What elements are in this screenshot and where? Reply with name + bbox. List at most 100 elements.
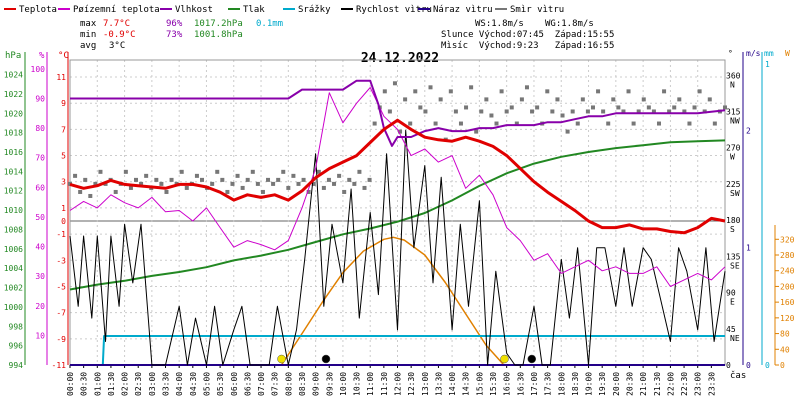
wind-direction-mark: [433, 121, 438, 126]
wind-direction-mark: [413, 89, 418, 94]
wind-direction-mark: [555, 97, 560, 102]
wind-direction-mark: [291, 173, 296, 178]
axis-time-tick: 17:00: [530, 372, 539, 396]
axis-hpa-tick: 1004: [4, 264, 23, 273]
wind-direction-mark: [337, 173, 342, 178]
axis-pct-tick: 60: [35, 183, 45, 192]
axis-w-tick: 280: [780, 251, 795, 260]
wind-direction-mark: [98, 169, 103, 174]
axis-time-tick: 13:00: [421, 372, 430, 396]
wind-direction-mark: [362, 185, 367, 190]
wind-direction-mark: [387, 109, 392, 114]
axis-hpa-tick: 1018: [4, 129, 23, 138]
wind-direction-mark: [697, 89, 702, 94]
wind-direction-mark: [601, 109, 606, 114]
info-block: WS:1.8m/s WG:1.8m/s Slunce Východ:07:45 …: [441, 19, 614, 51]
wind-direction-mark: [530, 109, 535, 114]
axis-pct-title: %: [39, 51, 45, 61]
axis-dir-tick: 225: [726, 180, 741, 189]
axis-hpa-tick: 998: [9, 322, 24, 331]
stat-min-label: min: [80, 30, 96, 40]
axis-time-tick: 02:30: [134, 372, 143, 396]
axis-dir-compass: NW: [730, 116, 740, 125]
axis-deg-tick: 9: [61, 99, 66, 108]
axis-hpa-tick: 1016: [4, 148, 23, 157]
wind-direction-mark: [240, 185, 245, 190]
axis-deg-tick: -5: [56, 282, 66, 291]
axis-deg-tick: 5: [61, 152, 66, 161]
axis-mm-tick: 0: [765, 361, 770, 370]
axis-time-tick: 18:00: [557, 372, 566, 396]
marker-sunrise: [277, 354, 286, 364]
wind-direction-mark: [382, 89, 387, 94]
info-moon: Mìsíc Východ:9:23 Západ:16:55: [441, 41, 614, 51]
axis-pct-tick: 70: [35, 154, 45, 163]
stat-max-press: 1017.2hPa: [194, 19, 243, 29]
axis-time-tick: 15:30: [489, 372, 498, 396]
wind-direction-mark: [631, 121, 636, 126]
stat-max-label: max: [80, 19, 97, 29]
axis-deg-tick: 11: [56, 73, 66, 82]
wind-direction-mark: [707, 97, 712, 102]
wind-direction-mark: [408, 121, 413, 126]
axis-time-tick: 23:00: [694, 372, 703, 396]
wind-direction-mark: [342, 189, 347, 194]
axis-hpa-tick: 1014: [4, 167, 23, 176]
wind-direction-mark: [123, 169, 128, 174]
wind-direction-mark: [677, 97, 682, 102]
axis-dir-tick: 45: [726, 325, 736, 334]
wind-direction-mark: [128, 185, 133, 190]
wind-direction-mark: [428, 85, 433, 90]
axis-dir-tick: 270: [726, 144, 741, 153]
axis-time-tick: 05:30: [216, 372, 225, 396]
wind-direction-mark: [723, 105, 727, 110]
axis-deg-tick: -9: [56, 335, 66, 344]
marker-moonset: [527, 354, 537, 364]
wind-direction-mark: [570, 109, 575, 114]
axis-hpa-tick: 1024: [4, 71, 23, 80]
wind-direction-mark: [479, 109, 484, 114]
wind-direction-mark: [418, 105, 423, 110]
axis-deg-tick: 7: [61, 125, 66, 134]
axis-deg-tick: 3: [61, 178, 66, 187]
wind-direction-mark: [621, 109, 626, 114]
wind-direction-mark: [611, 97, 616, 102]
axis-pct-tick: 20: [35, 302, 45, 311]
wind-direction-mark: [260, 189, 265, 194]
axis-ms-tick: 0: [746, 361, 751, 370]
axis-deg-tick: 1: [61, 204, 66, 213]
axis-pct-tick: 100: [31, 65, 46, 74]
axis-time-tick: 06:00: [230, 372, 239, 396]
wind-direction-mark: [83, 177, 88, 182]
wind-direction-mark: [565, 129, 570, 134]
wind-direction-mark: [519, 97, 524, 102]
wind-direction-mark: [200, 177, 205, 182]
wind-direction-mark: [78, 189, 83, 194]
wind-direction-mark: [484, 97, 489, 102]
wind-direction-mark: [499, 89, 504, 94]
axis-w-tick: 40: [780, 345, 790, 354]
wind-direction-mark: [453, 109, 458, 114]
wind-direction-mark: [220, 177, 225, 182]
wind-direction-mark: [662, 89, 667, 94]
axis-time-tick: 01:00: [93, 372, 102, 396]
wind-direction-mark: [372, 121, 377, 126]
axis-time-tick: 15:00: [475, 372, 484, 396]
wind-direction-mark: [321, 185, 326, 190]
wind-direction-mark: [656, 121, 661, 126]
axis-time-tick: 08:00: [284, 372, 293, 396]
wind-direction-mark: [464, 105, 469, 110]
stat-avg-temp: 3°C: [109, 41, 125, 51]
series-line-tlak: [69, 139, 726, 291]
wind-direction-mark: [458, 121, 463, 126]
wind-direction-mark: [225, 189, 230, 194]
wind-direction-mark: [352, 181, 357, 186]
wind-direction-mark: [68, 181, 72, 186]
wind-direction-mark: [585, 109, 590, 114]
wind-direction-mark: [194, 173, 199, 178]
wind-direction-mark: [311, 181, 316, 186]
legend-label: Pøízemní teplota: [73, 5, 160, 15]
axis-time-tick: 17:30: [544, 372, 553, 396]
series-line-p-i-zemni-teplota: [69, 87, 726, 287]
axis-time-tick: 19:00: [585, 372, 594, 396]
